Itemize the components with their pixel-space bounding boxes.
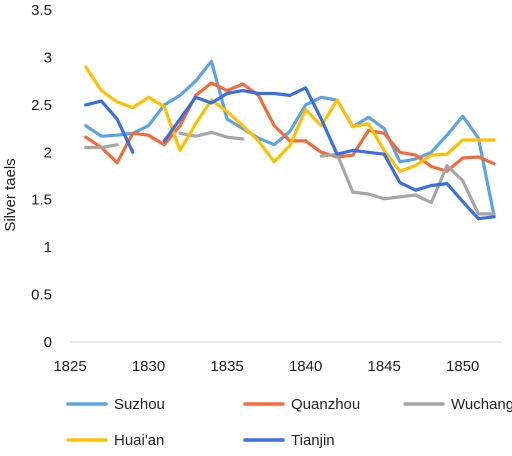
- y-axis-ticks: 0 0.5 1 1.5 2 2.5 3 3.5: [31, 2, 52, 351]
- x-tick-label: 1850: [446, 358, 479, 375]
- y-tick-label: 1.5: [31, 192, 52, 209]
- y-axis-title: Silver taels: [2, 158, 19, 231]
- legend-item-wuchang[interactable]: Wuchang: [403, 396, 512, 413]
- legend-label: Huai'an: [114, 432, 164, 449]
- y-tick-label: 0: [44, 334, 52, 351]
- y-tick-label: 2: [44, 144, 52, 161]
- x-tick-label: 1835: [210, 358, 243, 375]
- series-line-suzhou: [84, 59, 496, 218]
- series-line-wuchang: [84, 143, 119, 150]
- legend-item-quanzhou[interactable]: Quanzhou: [243, 396, 360, 413]
- legend-label: Suzhou: [114, 396, 165, 413]
- y-tick-label: 2.5: [31, 97, 52, 114]
- series-line-huai-an: [84, 65, 496, 173]
- legend-item-huai-an[interactable]: Huai'an: [66, 432, 164, 449]
- legend-label: Quanzhou: [291, 396, 360, 413]
- legend-label: Tianjin: [291, 432, 335, 449]
- series-line-tianjin: [84, 99, 135, 154]
- x-tick-label: 1845: [367, 358, 400, 375]
- series-line-wuchang: [319, 152, 496, 216]
- series-tianjin: [84, 86, 496, 221]
- y-tick-label: 0.5: [31, 287, 52, 304]
- y-tick-label: 3: [44, 49, 52, 66]
- series-lines: [84, 59, 496, 221]
- series-huai-an: [84, 65, 496, 173]
- y-tick-label: 3.5: [31, 2, 52, 19]
- x-tick-label: 1840: [289, 358, 322, 375]
- legend: Suzhou Quanzhou Wuchang Huai'an Tianjin: [66, 396, 512, 449]
- legend-label: Wuchang: [451, 396, 512, 413]
- series-line-quanzhou: [84, 81, 496, 173]
- x-tick-label: 1825: [53, 358, 86, 375]
- legend-item-tianjin[interactable]: Tianjin: [243, 432, 335, 449]
- series-line-tianjin: [162, 86, 496, 221]
- y-tick-label: 1: [44, 239, 52, 256]
- series-suzhou: [84, 59, 496, 218]
- x-axis-ticks: 1825 1830 1835 1840 1845 1850: [53, 358, 479, 375]
- x-tick-label: 1830: [132, 358, 165, 375]
- series-quanzhou: [84, 81, 496, 173]
- legend-item-suzhou[interactable]: Suzhou: [66, 396, 165, 413]
